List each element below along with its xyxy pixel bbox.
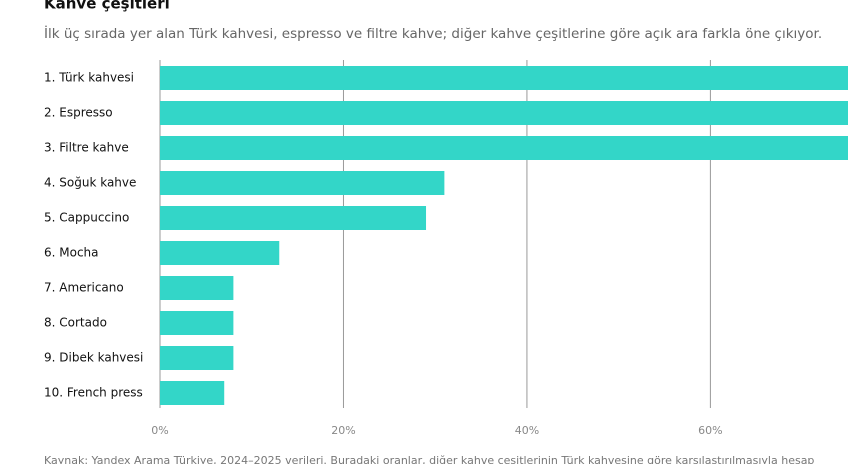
x-tick-label: 0% [151,424,168,437]
bar [160,381,225,405]
category-label: 10. French press [44,386,143,400]
x-tick-label: 40% [515,424,539,437]
category-label: 6. Mocha [44,246,99,260]
bar [160,66,848,90]
category-label: 1. Türk kahvesi [44,71,134,85]
bar [160,276,234,300]
chart-title: Kahve çeşitleri [44,0,170,13]
bar [160,206,427,230]
category-label: 2. Espresso [44,106,113,120]
category-label: 7. Americano [44,281,124,295]
x-tick-label: 60% [698,424,722,437]
bar [160,171,445,195]
bar [160,346,234,370]
category-label: 9. Dibek kahvesi [44,351,143,365]
category-label: 3. Filtre kahve [44,141,129,155]
x-tick-label: 20% [331,424,355,437]
bar [160,101,848,125]
chart-subtitle: İlk üç sırada yer alan Türk kahvesi, esp… [44,24,822,42]
bar [160,311,234,335]
category-label: 4. Soğuk kahve [44,176,136,190]
source-note: Kaynak: Yandex Arama Türkiye, 2024–2025 … [44,454,814,464]
category-label: 8. Cortado [44,316,107,330]
bar [160,136,848,160]
category-label: 5. Cappuccino [44,211,129,225]
bar [160,241,280,265]
